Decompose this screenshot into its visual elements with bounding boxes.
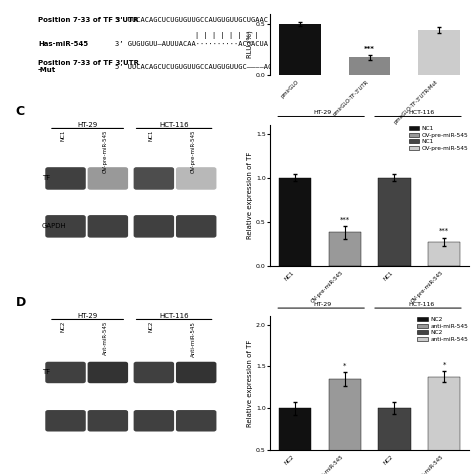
Text: NC1: NC1	[283, 270, 295, 282]
Bar	[279, 24, 321, 74]
Text: TF: TF	[42, 369, 50, 375]
FancyBboxPatch shape	[46, 167, 86, 190]
Text: pmirGLO: pmirGLO	[280, 80, 300, 100]
Text: Has-miR-545: Has-miR-545	[38, 41, 88, 47]
Text: C: C	[16, 105, 25, 118]
FancyBboxPatch shape	[176, 410, 217, 431]
Text: HT-29: HT-29	[77, 313, 98, 319]
Text: NC2: NC2	[283, 454, 295, 466]
Legend: NC2, anti-miR-545, NC2, anti-miR-545: NC2, anti-miR-545, NC2, anti-miR-545	[417, 317, 469, 343]
Y-axis label: Relative expression of TF: Relative expression of TF	[247, 152, 253, 239]
Bar	[279, 178, 311, 266]
Text: HCT-116: HCT-116	[159, 122, 189, 128]
Text: anti-miR-545: anti-miR-545	[316, 454, 345, 474]
Text: Anti-miR-545: Anti-miR-545	[191, 321, 196, 357]
Text: OV-pre-miR-545: OV-pre-miR-545	[103, 130, 108, 173]
Text: HCT-116: HCT-116	[159, 313, 189, 319]
Bar	[328, 232, 361, 266]
FancyBboxPatch shape	[88, 215, 128, 237]
Text: GAPDH: GAPDH	[42, 223, 66, 229]
Text: OV-pre-miR-545: OV-pre-miR-545	[191, 130, 196, 173]
Text: TF: TF	[42, 175, 50, 182]
Text: HT-29: HT-29	[313, 110, 331, 115]
Bar	[428, 376, 460, 474]
Text: OV-pre-miR-545: OV-pre-miR-545	[310, 270, 345, 304]
Bar	[279, 409, 311, 474]
Text: Position 7-33 of TF 3'UTR: Position 7-33 of TF 3'UTR	[38, 17, 138, 23]
Text: *: *	[442, 361, 446, 367]
Text: Position 7-33 of TF 3’UTR: Position 7-33 of TF 3’UTR	[38, 60, 139, 65]
Text: NC1: NC1	[383, 270, 394, 282]
Text: *: *	[343, 363, 346, 369]
FancyBboxPatch shape	[134, 410, 174, 431]
Text: | | | | | | | |: | | | | | | | |	[195, 32, 259, 39]
Text: NC2: NC2	[149, 321, 154, 332]
Bar	[378, 409, 410, 474]
FancyBboxPatch shape	[134, 215, 174, 237]
FancyBboxPatch shape	[176, 167, 217, 190]
Text: HCT-116: HCT-116	[409, 110, 435, 115]
Text: Ant-miR-545: Ant-miR-545	[103, 321, 108, 355]
Text: anti-miR-545: anti-miR-545	[415, 454, 444, 474]
Text: NC1: NC1	[61, 130, 65, 141]
Bar	[349, 57, 391, 74]
Text: 3’ GUGUGUU—AUUUACAA··········ACGACUA: 3’ GUGUGUU—AUUUACAA··········ACGACUA	[115, 41, 268, 47]
Text: ***: ***	[340, 217, 350, 223]
Text: ***: ***	[364, 46, 375, 53]
FancyBboxPatch shape	[88, 410, 128, 431]
Text: NC1: NC1	[149, 130, 154, 141]
Text: NC2: NC2	[383, 454, 394, 466]
Bar	[428, 242, 460, 266]
FancyBboxPatch shape	[46, 215, 86, 237]
Text: pmirGLO-TF-3'UTR-Mut: pmirGLO-TF-3'UTR-Mut	[393, 80, 439, 125]
FancyBboxPatch shape	[176, 215, 217, 237]
Text: HCT-116: HCT-116	[409, 302, 435, 307]
Y-axis label: Relative expression of TF: Relative expression of TF	[247, 339, 253, 427]
FancyBboxPatch shape	[134, 362, 174, 383]
FancyBboxPatch shape	[134, 167, 174, 190]
FancyBboxPatch shape	[176, 362, 217, 383]
Text: HT-29: HT-29	[313, 302, 331, 307]
Text: 5’ UUCACAGCUCUGUGUUGCCAUGUGUUGCUGAAC: 5’ UUCACAGCUCUGUGUUGCCAUGUGUUGCUGAAC	[115, 17, 268, 23]
FancyBboxPatch shape	[88, 167, 128, 190]
Bar	[378, 178, 410, 266]
Text: 5’ UUCACAGCUCUGUGUUGCCAUGUGUUGC————AC: 5’ UUCACAGCUCUGUGUUGCCAUGUGUUGC————AC	[115, 64, 273, 70]
Bar	[328, 379, 361, 474]
Y-axis label: RLU (%): RLU (%)	[246, 30, 253, 58]
FancyBboxPatch shape	[88, 362, 128, 383]
Bar	[419, 30, 460, 74]
Text: OV-pre-miR-545: OV-pre-miR-545	[410, 270, 444, 304]
Legend: NC1, OV-pre-miR-545, NC1, OV-pre-miR-545: NC1, OV-pre-miR-545, NC1, OV-pre-miR-545	[408, 126, 469, 151]
FancyBboxPatch shape	[46, 362, 86, 383]
Text: HT-29: HT-29	[77, 122, 98, 128]
Text: pmirGLO-TF-3'UTR: pmirGLO-TF-3'UTR	[332, 80, 370, 117]
FancyBboxPatch shape	[46, 410, 86, 431]
Text: ***: ***	[439, 228, 449, 234]
Text: D: D	[16, 296, 26, 310]
Text: NC2: NC2	[61, 321, 65, 332]
Text: -Mut: -Mut	[38, 67, 56, 73]
